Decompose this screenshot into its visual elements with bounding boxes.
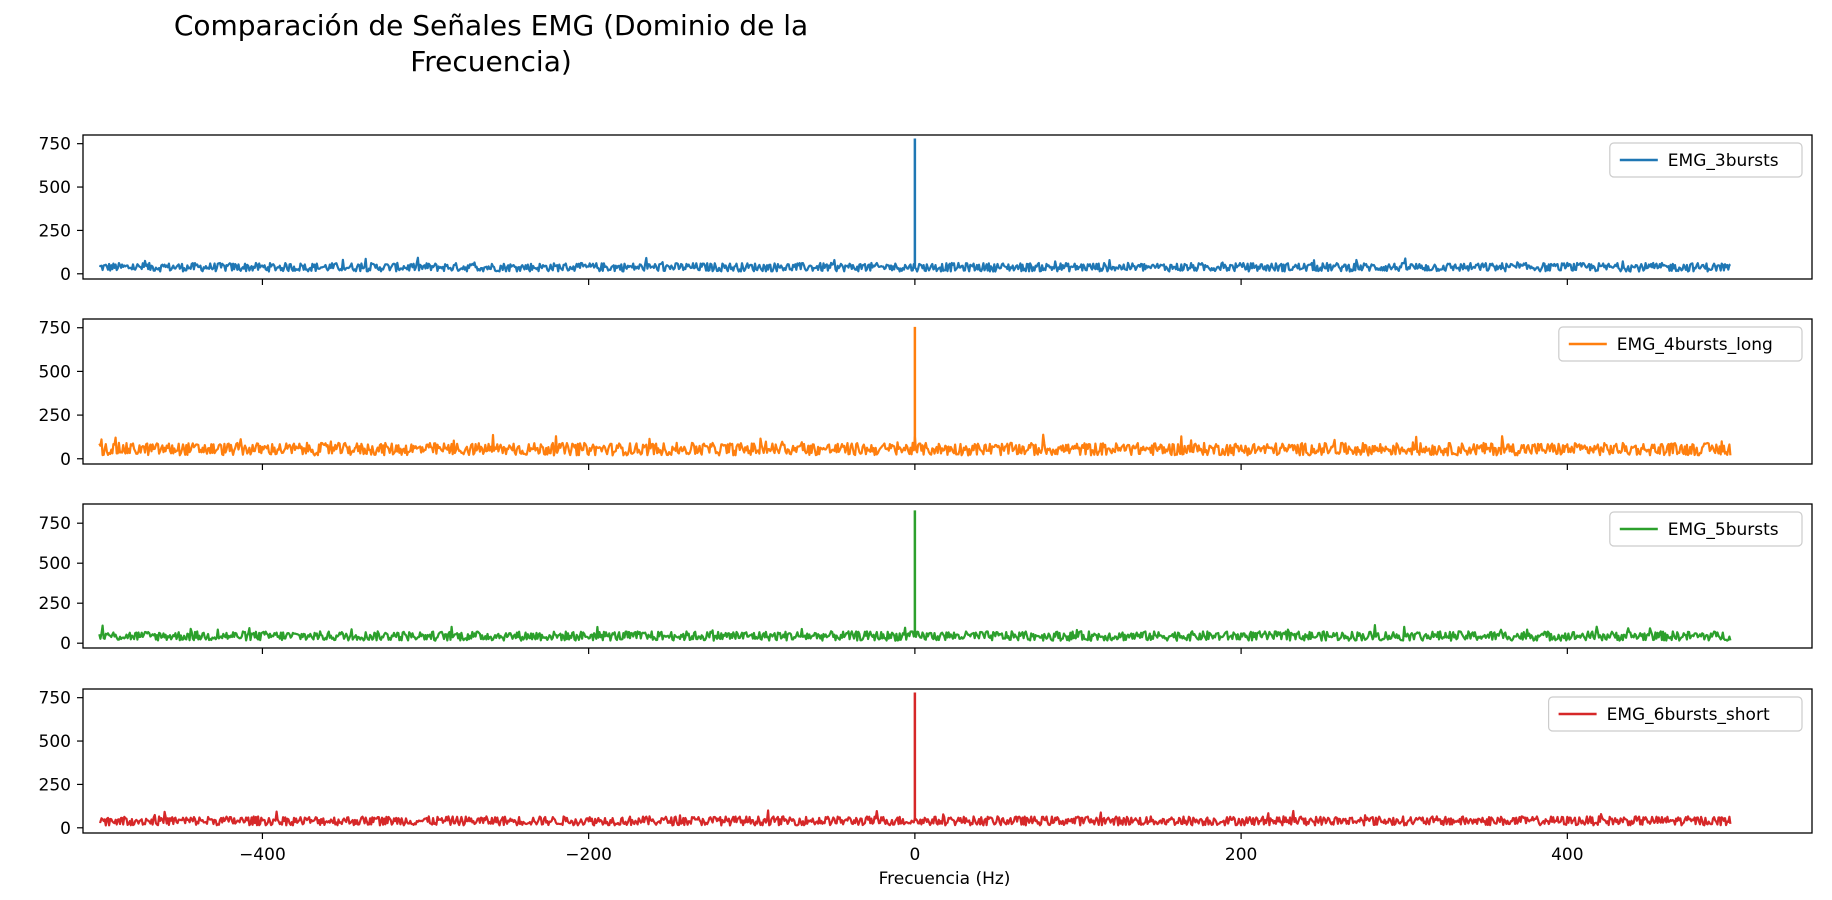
legend-label: EMG_6bursts_short: [1607, 705, 1770, 725]
legend-box: [1547, 696, 1803, 732]
y-tick-label: 750: [39, 135, 71, 155]
axes-frame: [82, 688, 1813, 834]
axes-frame: [82, 318, 1813, 465]
y-tick-label: 750: [39, 514, 71, 534]
legend-label: EMG_3bursts: [1668, 151, 1779, 171]
subplot-4: 0 250 500 750 −400 −200 0 200 400 Frecuencia (Hz)…: [39, 688, 1813, 889]
legend-label: EMG_4bursts_long: [1617, 335, 1773, 355]
y-tick-label: 250: [39, 221, 71, 241]
axes-frame: [82, 503, 1813, 649]
legend-box: [1609, 511, 1803, 547]
y-tick-label: 0: [60, 450, 71, 470]
figure-title: Comparación de Señales EMG (Dominio de l…: [173, 9, 809, 78]
x-tick-label: 400: [1551, 845, 1583, 865]
y-tick-label: 0: [60, 634, 71, 654]
x-tick-label: 200: [1225, 845, 1257, 865]
subplot-2: 0 250 500 750 EMG_4bursts_long: [39, 318, 1813, 470]
y-tick-label: 750: [39, 319, 71, 339]
y-tick-label: 500: [39, 732, 71, 752]
subplot-1: 0 250 500 750 EMG_3bursts: [39, 134, 1813, 285]
axes-frame: [82, 134, 1813, 280]
y-tick-label: 250: [39, 775, 71, 795]
y-tick-label: 250: [39, 594, 71, 614]
y-tick-label: 0: [60, 265, 71, 285]
y-tick-label: 250: [39, 406, 71, 426]
y-tick-label: 0: [60, 819, 71, 839]
legend-box: [1609, 142, 1803, 178]
x-tick-label: 0: [909, 845, 920, 865]
y-tick-label: 500: [39, 362, 71, 382]
y-tick-label: 500: [39, 178, 71, 198]
x-axis-label: Frecuencia (Hz): [879, 869, 1011, 889]
y-tick-label: 750: [39, 689, 71, 709]
legend-label: EMG_5bursts: [1668, 520, 1779, 540]
legend-box: [1558, 326, 1803, 362]
series-line-EMG_3bursts: [99, 256, 1732, 273]
x-tick-label: −200: [565, 845, 612, 865]
y-tick-label: 500: [39, 554, 71, 574]
x-tick-label: −400: [239, 845, 286, 865]
subplot-3: 0 250 500 750 EMG_5bursts: [39, 503, 1813, 654]
